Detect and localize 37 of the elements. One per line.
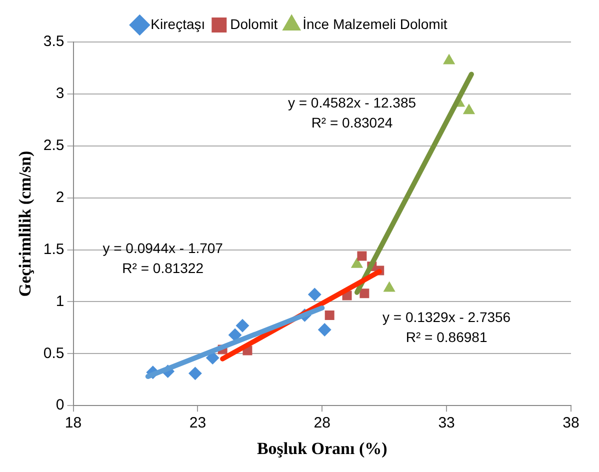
y-tick-label: 1: [56, 292, 64, 310]
x-axis-title: Boşluk Oranı (%): [256, 439, 388, 458]
point: [308, 288, 322, 301]
point: [206, 351, 220, 364]
annotation: R² = 0.83024: [311, 114, 393, 131]
x-tick-label: 18: [64, 414, 82, 432]
point: [236, 319, 249, 332]
y-tick-label: 2.5: [43, 137, 64, 154]
y-tick-label: 2: [56, 188, 64, 206]
point: [188, 366, 202, 380]
point: [463, 104, 475, 114]
point: [443, 54, 455, 64]
x-tick-label: 28: [314, 414, 330, 432]
point: [324, 310, 334, 320]
point: [360, 288, 370, 298]
y-tick-label: 0: [56, 396, 64, 414]
legend-label: Kireçtaşı: [150, 16, 206, 32]
point: [357, 251, 367, 261]
y-axis-title: Geçirimlilik (cm/sn): [16, 150, 35, 297]
point: [228, 328, 242, 342]
y-tick-label: 3: [56, 85, 64, 102]
y-tick-label: 1.5: [43, 240, 64, 258]
annotation: y = 0.1329x - 2.7356: [382, 309, 511, 326]
annotation: R² = 0.86981: [406, 329, 488, 346]
legend-label: Dolomit: [230, 16, 278, 32]
x-tick-label: 38: [562, 414, 580, 432]
annotation: y = 0.0944x - 1.707: [102, 240, 224, 256]
y-tick-label: 0.5: [43, 344, 64, 362]
point: [351, 258, 363, 268]
x-tick-label: 33: [438, 414, 455, 432]
x-tick-label: 23: [189, 414, 206, 432]
legend-label: İnce Malzemeli Dolomit: [302, 16, 448, 32]
y-tick-label: 3.5: [43, 33, 64, 50]
annotation: R² = 0.81322: [122, 260, 204, 276]
point: [318, 323, 332, 336]
annotation: y = 0.4582x - 12.385: [288, 94, 416, 111]
point: [384, 282, 396, 292]
